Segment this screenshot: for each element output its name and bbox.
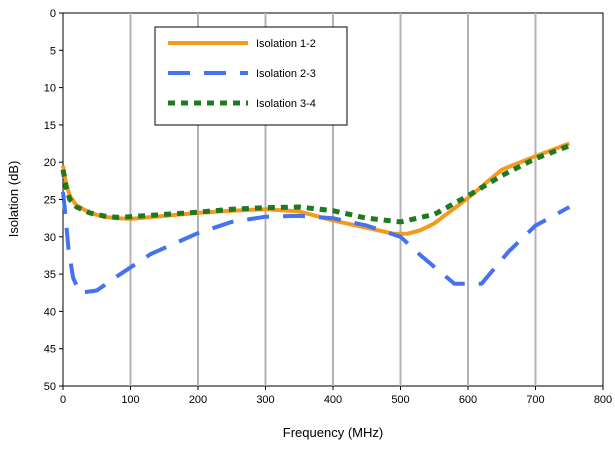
y-tick-label: 25 (44, 195, 56, 207)
legend-label-3: Isolation 3-4 (256, 98, 316, 110)
x-tick-label: 700 (526, 394, 544, 406)
legend-label-1: Isolation 1-2 (256, 38, 316, 50)
x-axis-ticks: 0 100 200 300 400 500 600 700 800 (60, 386, 612, 406)
series-line-1 (61, 141, 571, 236)
series-group (60, 141, 571, 295)
x-tick-label: 0 (60, 394, 66, 406)
y-tick-label: 5 (50, 45, 56, 57)
x-tick-label: 600 (459, 394, 477, 406)
series-line-3 (60, 143, 571, 225)
legend: Isolation 1-2 Isolation 2-3 Isolation 3-4 (154, 26, 348, 126)
x-axis-label: Frequency (MHz) (283, 425, 383, 440)
series-line-2 (61, 191, 571, 295)
x-tick-label: 300 (256, 394, 274, 406)
y-tick-label: 40 (44, 306, 56, 318)
y-tick-label: 50 (44, 381, 56, 393)
legend-label-2: Isolation 2-3 (256, 68, 316, 80)
y-tick-label: 0 (50, 8, 56, 20)
y-tick-label: 10 (44, 83, 56, 95)
x-tick-label: 500 (391, 394, 409, 406)
x-tick-label: 400 (324, 394, 342, 406)
y-axis-label: Isolation (dB) (6, 161, 21, 238)
y-tick-label: 45 (44, 344, 56, 356)
y-tick-label: 20 (44, 157, 56, 169)
y-tick-label: 30 (44, 232, 56, 244)
x-tick-label: 200 (189, 394, 207, 406)
x-tick-label: 800 (594, 394, 612, 406)
y-axis-ticks: 0 5 10 15 20 25 30 35 40 45 50 (44, 8, 63, 393)
y-tick-label: 15 (44, 120, 56, 132)
y-tick-label: 35 (44, 269, 56, 281)
x-tick-label: 100 (121, 394, 139, 406)
